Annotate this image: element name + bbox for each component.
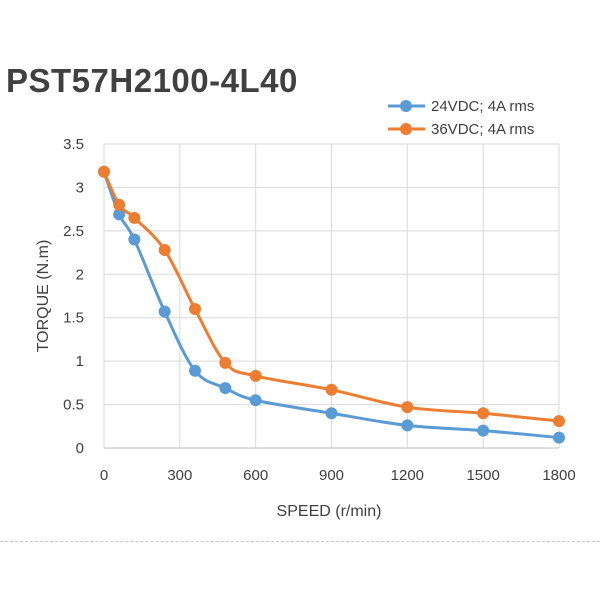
data-point xyxy=(113,208,126,221)
data-point xyxy=(219,356,232,369)
x-tick-label: 1200 xyxy=(391,467,424,484)
data-point xyxy=(128,211,141,224)
y-tick-label: 1 xyxy=(76,353,84,370)
data-point xyxy=(189,364,201,377)
data-point xyxy=(249,369,262,382)
data-point xyxy=(249,394,262,407)
data-point xyxy=(158,243,171,256)
data-point xyxy=(401,401,414,414)
data-point xyxy=(477,407,490,420)
data-point xyxy=(219,382,232,395)
data-point xyxy=(113,198,126,211)
x-tick-label: 900 xyxy=(319,467,344,484)
divider xyxy=(0,541,600,542)
data-point xyxy=(189,303,201,316)
x-axis-label: SPEED (r/min) xyxy=(277,503,382,520)
y-axis-label: TORQUE (N.m) xyxy=(35,240,52,353)
y-tick-label: 1.5 xyxy=(63,310,84,327)
legend-marker xyxy=(400,100,412,112)
x-tick-label: 1800 xyxy=(542,467,575,484)
x-tick-label: 300 xyxy=(167,467,192,484)
data-point xyxy=(553,415,565,428)
data-point xyxy=(158,305,171,318)
data-point xyxy=(325,407,338,420)
x-tick-label: 1500 xyxy=(466,467,499,484)
y-tick-label: 2.5 xyxy=(63,223,84,240)
y-tick-label: 0.5 xyxy=(63,397,84,414)
x-tick-label: 0 xyxy=(100,467,108,484)
data-point xyxy=(128,233,141,246)
data-point xyxy=(477,424,490,437)
y-tick-label: 0 xyxy=(76,440,84,457)
legend-label: 24VDC; 4A rms xyxy=(431,98,534,115)
legend-label: 36VDC; 4A rms xyxy=(431,121,534,138)
y-tick-label: 3.5 xyxy=(63,136,84,153)
x-tick-label: 600 xyxy=(243,467,268,484)
y-tick-label: 3 xyxy=(76,179,84,196)
legend-marker xyxy=(400,123,412,135)
data-point xyxy=(98,165,110,178)
chart-title: PST57H2100-4L40 xyxy=(6,62,298,99)
data-point xyxy=(401,419,414,432)
y-tick-label: 2 xyxy=(76,266,84,283)
data-point xyxy=(553,431,565,444)
data-point xyxy=(325,383,338,396)
